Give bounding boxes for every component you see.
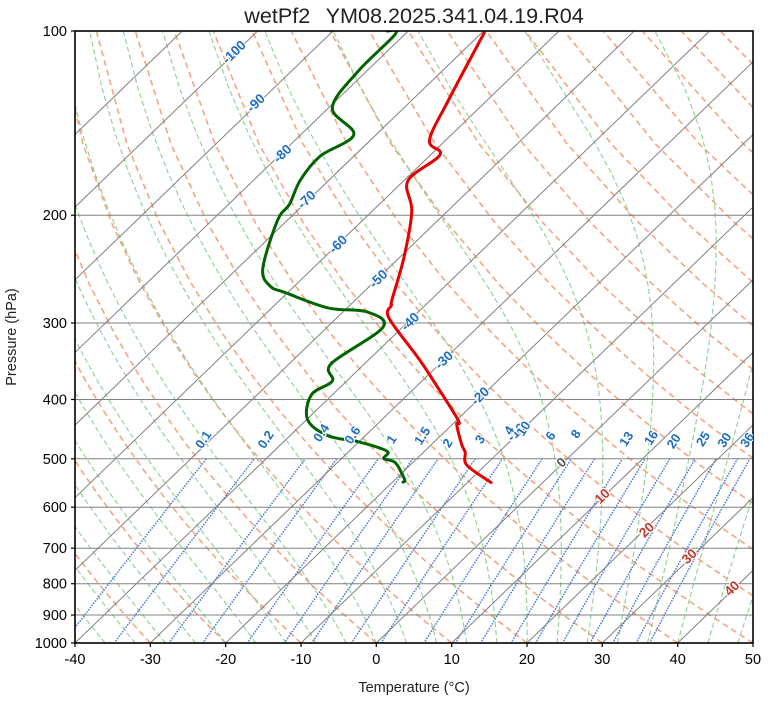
svg-text:800: 800 bbox=[43, 577, 67, 593]
svg-text:-20: -20 bbox=[215, 652, 236, 668]
svg-text:10: 10 bbox=[444, 652, 460, 668]
svg-text:-10: -10 bbox=[291, 652, 312, 668]
svg-text:400: 400 bbox=[43, 393, 67, 409]
svg-text:wetPf2 YM08.2025.341.04.19.R04: wetPf2 YM08.2025.341.04.19.R04 bbox=[243, 3, 583, 28]
svg-text:Temperature (°C): Temperature (°C) bbox=[358, 680, 469, 696]
svg-text:40: 40 bbox=[670, 652, 686, 668]
svg-text:300: 300 bbox=[43, 316, 67, 332]
svg-text:500: 500 bbox=[43, 452, 67, 468]
svg-text:900: 900 bbox=[43, 608, 67, 624]
svg-text:50: 50 bbox=[745, 652, 761, 668]
svg-text:20: 20 bbox=[519, 652, 535, 668]
svg-text:700: 700 bbox=[43, 541, 67, 557]
svg-text:30: 30 bbox=[594, 652, 610, 668]
svg-text:100: 100 bbox=[43, 24, 67, 40]
svg-text:-40: -40 bbox=[65, 652, 86, 668]
svg-text:0: 0 bbox=[372, 652, 380, 668]
svg-text:1000: 1000 bbox=[35, 636, 67, 652]
svg-text:-30: -30 bbox=[140, 652, 161, 668]
svg-text:200: 200 bbox=[43, 208, 67, 224]
svg-text:Pressure (hPa): Pressure (hPa) bbox=[4, 288, 20, 386]
svg-text:600: 600 bbox=[43, 500, 67, 516]
